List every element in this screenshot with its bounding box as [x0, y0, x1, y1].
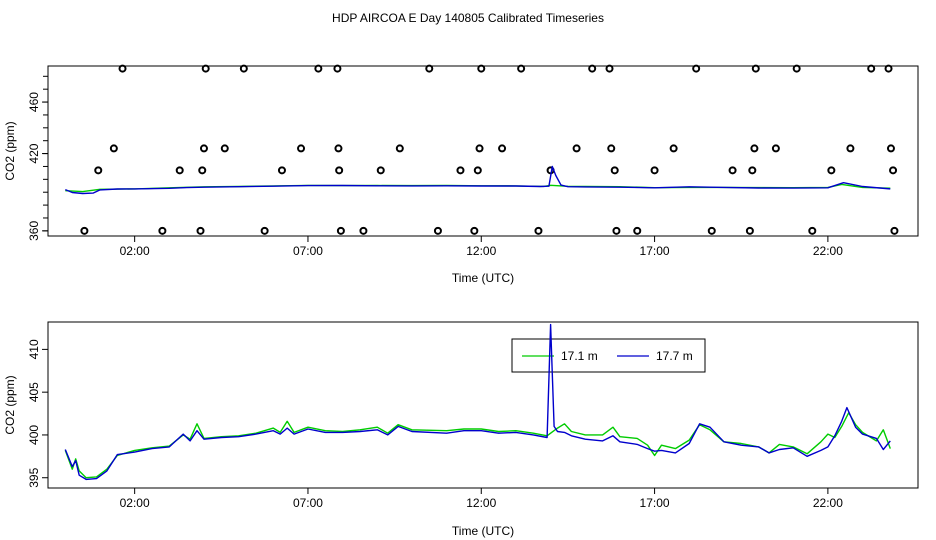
data-point	[297, 144, 306, 153]
data-point	[260, 226, 269, 235]
bottom-y-tick-label: 400	[27, 425, 41, 445]
top-x-axis-label: Time (UTC)	[452, 271, 514, 285]
data-point	[750, 144, 759, 153]
data-point	[605, 64, 614, 73]
data-point	[333, 64, 342, 73]
data-point	[198, 166, 207, 175]
data-point	[707, 226, 716, 235]
data-point	[748, 166, 757, 175]
data-point	[498, 144, 507, 153]
top-y-tick-label: 360	[27, 221, 41, 241]
data-point	[220, 144, 229, 153]
data-point	[201, 64, 210, 73]
bottom-y-axis-label: CO2 (ppm)	[3, 375, 17, 434]
data-point	[475, 144, 484, 153]
bottom-panel: Time (UTC) CO2 (ppm) 17.1 m 17.7 m 02:00…	[3, 321, 919, 538]
data-point	[867, 64, 876, 73]
legend-label-17-1-m: 17.1 m	[561, 349, 598, 363]
data-point	[477, 64, 486, 73]
data-point	[827, 166, 836, 175]
data-point	[669, 144, 678, 153]
top-x-tick-label: 22:00	[813, 244, 843, 258]
top-x-tick-label: 12:00	[466, 244, 496, 258]
data-point	[175, 166, 184, 175]
data-point	[745, 226, 754, 235]
data-point	[314, 64, 323, 73]
top-y-axis-label: CO2 (ppm)	[3, 121, 17, 180]
bottom-x-tick-label: 02:00	[120, 496, 150, 510]
legend-label-17-7-m: 17.7 m	[656, 349, 693, 363]
bottom-x-tick-label: 17:00	[640, 496, 670, 510]
series-line-17-7-m	[65, 165, 891, 195]
data-point	[607, 144, 616, 153]
data-point	[94, 166, 103, 175]
data-point	[886, 144, 895, 153]
data-point	[771, 144, 780, 153]
series-line-17-1-m	[64, 412, 891, 479]
data-point	[336, 226, 345, 235]
bottom-x-tick-label: 07:00	[293, 496, 323, 510]
data-point	[633, 226, 642, 235]
top-panel: Time (UTC) CO2 (ppm) 02:00 07:00 12:00 17:0…	[3, 64, 919, 285]
data-point	[846, 144, 855, 153]
bottom-x-tick-label: 22:00	[813, 496, 843, 510]
data-point	[395, 144, 404, 153]
data-point	[433, 226, 442, 235]
data-point	[572, 144, 581, 153]
bottom-y-tick-label: 410	[27, 339, 41, 359]
data-point	[692, 64, 701, 73]
top-y-tick-label: 460	[27, 92, 41, 112]
data-point	[334, 144, 343, 153]
data-point	[650, 166, 659, 175]
data-point	[890, 226, 899, 235]
top-x-tick-label: 07:00	[293, 244, 323, 258]
data-point	[118, 64, 127, 73]
data-point	[588, 64, 597, 73]
data-point	[425, 64, 434, 73]
bottom-y-tick-label: 405	[27, 382, 41, 402]
page-title: HDP AIRCOA E Day 140805 Calibrated Times…	[332, 11, 604, 25]
data-point	[277, 166, 286, 175]
bottom-plot-frame	[47, 321, 919, 489]
data-point	[456, 166, 465, 175]
data-point	[80, 226, 89, 235]
data-point	[335, 166, 344, 175]
data-point	[473, 166, 482, 175]
data-point	[470, 226, 479, 235]
data-point	[239, 64, 248, 73]
data-point	[808, 226, 817, 235]
data-point	[534, 226, 543, 235]
data-point	[376, 166, 385, 175]
data-point	[109, 144, 118, 153]
legend: 17.1 m 17.7 m	[511, 338, 706, 373]
data-point	[792, 64, 801, 73]
data-point	[884, 64, 893, 73]
data-point	[196, 226, 205, 235]
data-point	[359, 226, 368, 235]
data-point	[610, 166, 619, 175]
data-point	[728, 166, 737, 175]
top-plot-frame	[47, 65, 919, 237]
data-point	[751, 64, 760, 73]
bottom-x-tick-label: 12:00	[466, 496, 496, 510]
data-point	[517, 64, 526, 73]
bottom-x-axis-label: Time (UTC)	[452, 524, 514, 538]
series-line-17-7-m	[64, 323, 891, 481]
data-point	[199, 144, 208, 153]
top-y-tick-label: 420	[27, 143, 41, 163]
top-x-tick-label: 17:00	[640, 244, 670, 258]
bottom-y-tick-label: 395	[27, 467, 41, 487]
top-x-tick-label: 02:00	[120, 244, 150, 258]
data-point	[158, 226, 167, 235]
data-point	[889, 166, 898, 175]
data-point	[612, 226, 621, 235]
